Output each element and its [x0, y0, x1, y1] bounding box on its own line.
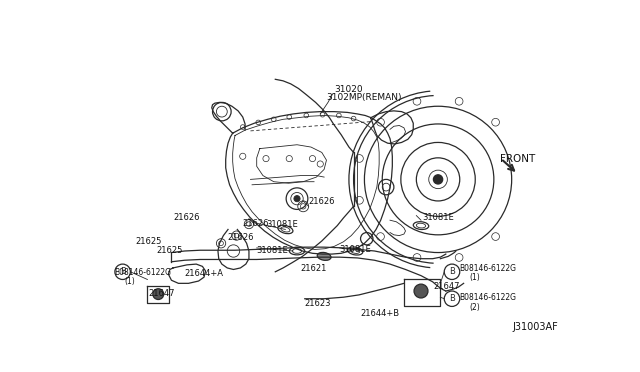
Text: 21644+A: 21644+A: [184, 269, 223, 279]
Text: 3102MP(REMAN): 3102MP(REMAN): [326, 93, 402, 102]
Text: 21621: 21621: [301, 264, 327, 273]
Text: 21647: 21647: [148, 289, 175, 298]
Text: (2): (2): [470, 302, 481, 312]
Text: 21644+B: 21644+B: [360, 309, 399, 318]
Text: 31081E: 31081E: [422, 212, 454, 221]
Text: 21625: 21625: [136, 237, 162, 246]
Text: FRONT: FRONT: [500, 154, 535, 164]
Text: 31081E: 31081E: [266, 220, 298, 229]
Text: B08146-6122G: B08146-6122G: [460, 264, 516, 273]
Circle shape: [153, 289, 164, 299]
Text: 21626: 21626: [173, 212, 200, 221]
Text: (1): (1): [124, 277, 135, 286]
Text: 31020: 31020: [334, 85, 363, 94]
Text: 21625: 21625: [156, 246, 182, 254]
Text: B: B: [449, 267, 455, 276]
Text: B08146-6122G: B08146-6122G: [460, 294, 516, 302]
Text: 21647: 21647: [433, 282, 460, 291]
Text: B08146-6122G: B08146-6122G: [114, 268, 171, 277]
Text: B: B: [120, 267, 125, 276]
Text: B: B: [449, 294, 455, 303]
Circle shape: [414, 284, 428, 298]
Text: 21626: 21626: [308, 197, 335, 206]
Circle shape: [433, 175, 443, 184]
Text: J31003AF: J31003AF: [513, 322, 558, 332]
Text: 31081E: 31081E: [340, 245, 371, 254]
Ellipse shape: [317, 253, 331, 260]
Text: 31081E: 31081E: [257, 246, 289, 256]
Circle shape: [294, 196, 300, 202]
Text: 21626: 21626: [243, 219, 269, 228]
Text: 21626: 21626: [227, 233, 253, 242]
Text: 21623: 21623: [305, 299, 332, 308]
Text: (1): (1): [470, 273, 481, 282]
